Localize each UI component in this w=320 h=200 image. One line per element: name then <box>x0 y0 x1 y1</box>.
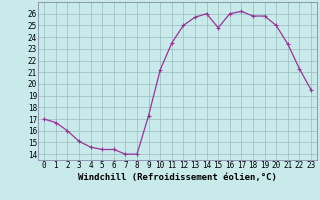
X-axis label: Windchill (Refroidissement éolien,°C): Windchill (Refroidissement éolien,°C) <box>78 173 277 182</box>
